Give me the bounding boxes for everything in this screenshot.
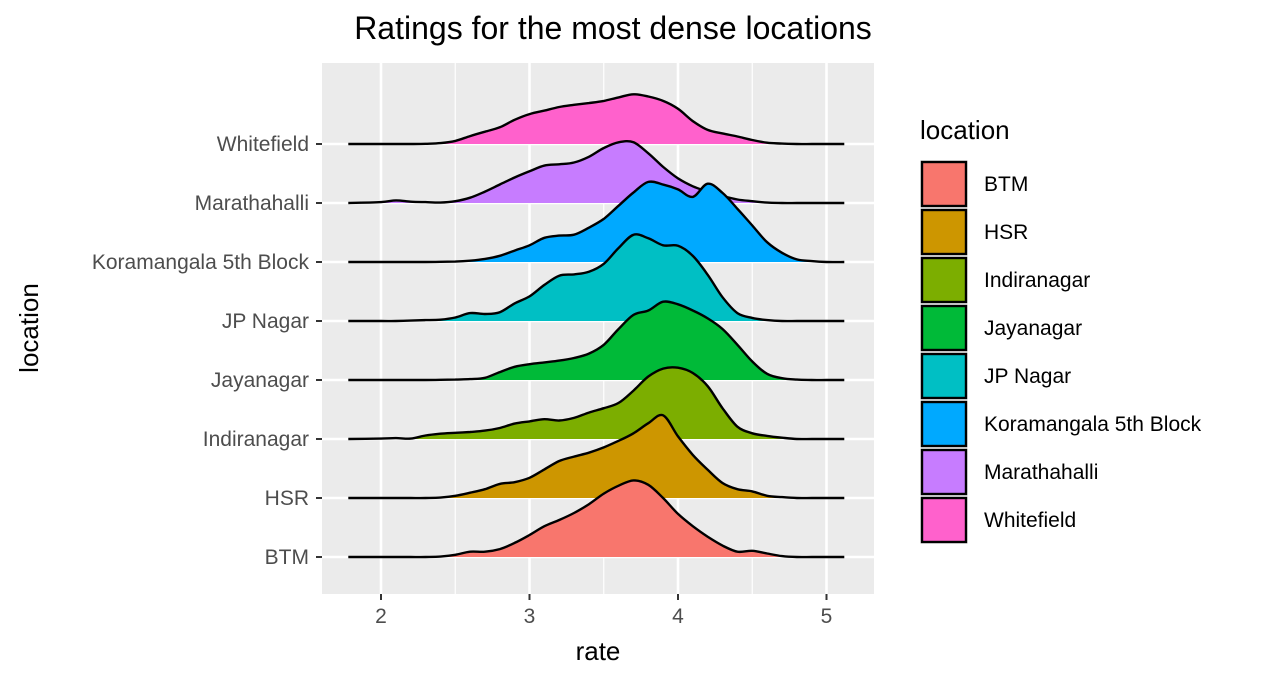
ridge-line-jayanagar: [348, 300, 845, 382]
legend-swatch-indiranagar: [920, 256, 968, 304]
legend-swatch-marathahalli: [920, 448, 968, 496]
y-tick-label-jp-nagar: JP Nagar: [222, 310, 309, 333]
legend-swatch-koramangala-5th-block: [920, 400, 968, 448]
ridge-line-whitefield: [348, 93, 845, 146]
y-tick-label-koramangala-5th-block: Koramangala 5th Block: [92, 251, 310, 274]
y-tick-label-marathahalli: Marathahalli: [195, 192, 309, 215]
ridge-line-hsr: [348, 413, 845, 500]
y-axis-title: location: [14, 283, 44, 373]
y-tick-label-indiranagar: Indiranagar: [203, 428, 309, 451]
legend-label-whitefield: Whitefield: [984, 509, 1076, 532]
legend-label-marathahalli: Marathahalli: [984, 461, 1098, 484]
ridge-line-btm: [348, 479, 845, 559]
x-axis: 2 3 4 5: [375, 594, 832, 628]
y-tick-label-hsr: HSR: [265, 487, 309, 510]
ridge-area-koramangala-5th-block: [348, 181, 845, 263]
ridge-line-koramangala-5th-block: [348, 180, 845, 264]
legend-swatch-jp-nagar: [920, 352, 968, 400]
ridge-line-jp-nagar: [348, 233, 845, 323]
y-axis: Whitefield Marathahalli Koramangala 5th Bl…: [92, 133, 322, 569]
legend: location BTM HSR Indiranagar Jayanagar JP Na…: [920, 115, 1202, 544]
y-tick-label-whitefield: Whitefield: [217, 133, 309, 156]
legend-label-btm: BTM: [984, 173, 1028, 196]
legend-swatch-hsr: [920, 208, 968, 256]
ridge-area-jp-nagar: [348, 234, 845, 322]
ridge-line-indiranagar: [348, 366, 845, 441]
x-tick-label: 4: [672, 605, 684, 628]
legend-swatch-whitefield: [920, 496, 968, 544]
legend-label-hsr: HSR: [984, 221, 1028, 244]
legend-label-jayanagar: Jayanagar: [984, 317, 1082, 340]
ridge-area-btm: [348, 480, 845, 558]
legend-swatch-jayanagar: [920, 304, 968, 352]
x-tick-label: 5: [821, 605, 833, 628]
legend-swatch-btm: [920, 160, 968, 208]
legend-label-indiranagar: Indiranagar: [984, 269, 1090, 292]
ridge-line-marathahalli: [348, 140, 845, 205]
ridge-area-jayanagar: [348, 301, 845, 381]
legend-label-jp-nagar: JP Nagar: [984, 365, 1071, 388]
ridge-area-marathahalli: [348, 141, 845, 204]
legend-label-koramangala-5th-block: Koramangala 5th Block: [984, 413, 1202, 436]
ridge-area-whitefield: [348, 94, 845, 145]
y-tick-label-btm: BTM: [265, 546, 309, 569]
ridges: [348, 93, 845, 559]
ridge-area-hsr: [348, 414, 845, 499]
x-tick-label: 3: [524, 605, 536, 628]
y-tick-label-jayanagar: Jayanagar: [211, 369, 309, 392]
chart-title: Ratings for the most dense locations: [354, 10, 872, 46]
x-tick-label: 2: [375, 605, 387, 628]
x-axis-title: rate: [576, 636, 621, 666]
legend-title: location: [920, 115, 1010, 145]
ridge-area-indiranagar: [348, 367, 845, 440]
